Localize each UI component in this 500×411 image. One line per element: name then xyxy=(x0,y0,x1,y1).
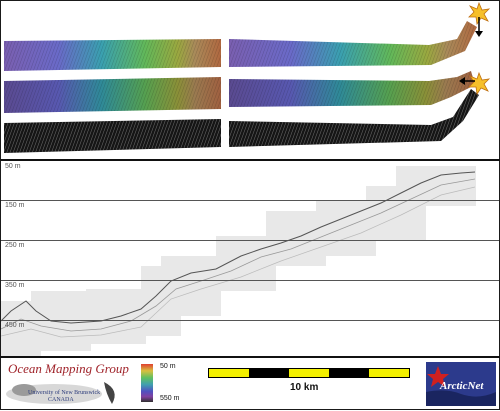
scale-segment-1 xyxy=(209,369,249,377)
depth-gridline-250 xyxy=(1,240,499,241)
scale-segment-2 xyxy=(249,369,289,377)
swath-strips xyxy=(1,1,499,159)
omg-university: University of New Brunswick xyxy=(28,390,100,396)
swath-strip-colored-1 xyxy=(4,21,477,71)
omg-country: CANADA xyxy=(48,397,74,403)
depth-label-350: 350 m xyxy=(5,282,24,289)
depth-label-250: 250 m xyxy=(5,242,24,249)
scale-segment-3 xyxy=(289,369,329,377)
depth-label-50: 50 m xyxy=(5,163,21,170)
colorbar-top-label: 50 m xyxy=(160,363,176,370)
depth-label-450: 450 m xyxy=(5,322,24,329)
arcticnet-label: ArcticNet xyxy=(440,380,483,392)
scale-segment-4 xyxy=(329,369,369,377)
depth-gridline-150 xyxy=(1,200,499,201)
depth-colorbar xyxy=(141,364,153,402)
swath-strip-colored-2 xyxy=(4,71,475,113)
scale-bar xyxy=(208,368,410,378)
scale-segment-5 xyxy=(369,369,409,377)
depth-gridline-450 xyxy=(1,320,499,321)
scale-label: 10 km xyxy=(290,382,318,393)
depth-label-150: 150 m xyxy=(5,202,24,209)
seismic-profile-panel: 50 m 150 m 250 m 350 m 450 m xyxy=(1,161,499,356)
depth-gridline-350 xyxy=(1,280,499,281)
profile-tiles xyxy=(1,166,476,356)
swath-panel xyxy=(1,1,499,159)
panel-divider-2 xyxy=(0,356,500,358)
omg-title: Ocean Mapping Group xyxy=(8,361,129,377)
profile-section xyxy=(1,161,499,356)
colorbar-bottom-label: 550 m xyxy=(160,395,179,402)
